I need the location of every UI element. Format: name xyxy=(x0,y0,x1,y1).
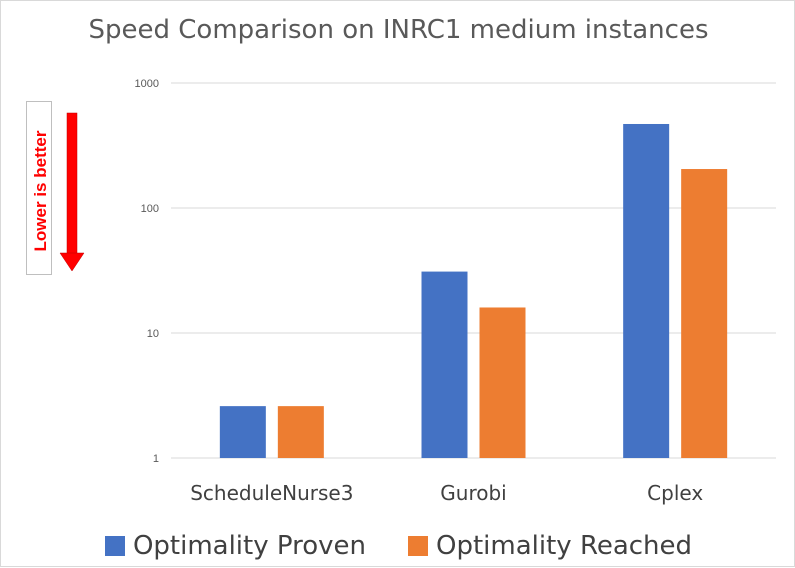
x-category-label: Gurobi xyxy=(440,481,506,505)
legend: Optimality Proven Optimality Reached xyxy=(1,531,795,561)
x-category-label: Cplex xyxy=(647,481,703,505)
annotation-box xyxy=(26,101,52,275)
arrow-shaft xyxy=(66,112,78,256)
legend-swatch-proven xyxy=(104,536,125,556)
arrow-down-icon xyxy=(59,252,85,272)
legend-label-proven: Optimality Proven xyxy=(132,531,366,561)
bar-reached xyxy=(479,307,526,458)
y-tick-label: 1 xyxy=(153,453,159,465)
bar-reached xyxy=(681,169,728,458)
x-category-label: ScheduleNurse3 xyxy=(190,481,353,505)
legend-swatch-reached xyxy=(408,536,428,556)
legend-item-reached: Optimality Reached xyxy=(408,531,692,561)
chart-title: Speed Comparison on INRC1 medium instanc… xyxy=(88,15,709,45)
legend-label-reached: Optimality Reached xyxy=(436,531,693,561)
y-tick-label: 10 xyxy=(147,328,159,340)
annotation-text: Lower is better xyxy=(31,130,50,252)
legend-item-proven: Optimality Proven xyxy=(104,531,366,561)
y-tick-label: 1000 xyxy=(135,78,159,90)
bar-proven xyxy=(219,406,266,458)
bar-proven xyxy=(421,271,468,458)
bar-proven xyxy=(623,123,670,459)
bar-reached xyxy=(277,406,324,458)
y-tick-label: 100 xyxy=(141,203,159,215)
